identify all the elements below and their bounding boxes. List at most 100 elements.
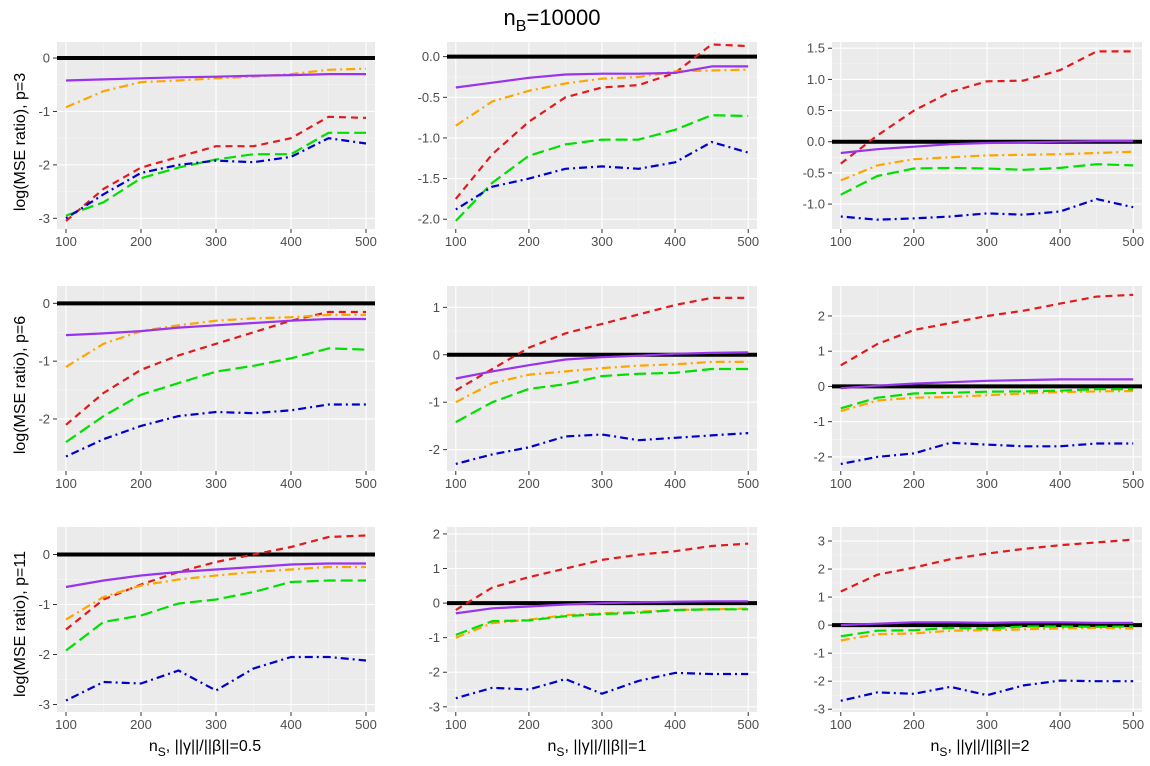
series-line-red	[840, 293, 1134, 367]
series-line-green	[65, 347, 367, 444]
y-tick-label: -1	[428, 395, 440, 410]
y-tick-label: -2	[813, 674, 825, 689]
series-line-green	[840, 163, 1134, 196]
series-line-orange	[65, 565, 366, 621]
series-line-orange	[65, 67, 367, 109]
x-tick-label: 500	[355, 717, 377, 732]
x-tick-label: 300	[205, 476, 227, 491]
x-tick-label: 200	[903, 234, 925, 249]
x-tick-label: 100	[445, 717, 467, 732]
series-line-green	[455, 367, 749, 424]
y-tick-label: -1	[38, 104, 50, 119]
series-line-blue	[455, 671, 749, 700]
row-label-p3: log(MSE ratio), p=3	[12, 73, 29, 211]
y-tick-label: 1	[818, 344, 825, 359]
x-tick-label: 400	[1049, 234, 1071, 249]
y-tick-label: -3	[428, 699, 440, 714]
panel-r1-c0: 100 200 300 400 500 0 -1 -2	[38, 286, 377, 491]
x-tick-label: 300	[205, 717, 227, 732]
series-line-red	[455, 542, 749, 611]
y-tick-label: 0	[433, 347, 440, 362]
y-tick-label: -1	[813, 646, 825, 661]
x-tick-label: 200	[518, 234, 540, 249]
y-tick-label: -1	[813, 414, 825, 429]
y-tick-label: -2	[428, 665, 440, 680]
series-line-purple	[455, 65, 749, 89]
series-line-purple	[840, 621, 1134, 627]
panel-r2-c2: 100 200 300 400 500 3 2 1 0 -1 -2 -3	[813, 527, 1144, 732]
series-line-orange	[840, 150, 1134, 182]
figure-title: nB=10000	[504, 5, 601, 35]
x-tick-label: 100	[55, 717, 77, 732]
panel-r0-c1: 100 200 300 400 500 0.0 -0.5 -1.0 -1.5 -2.0	[418, 42, 759, 249]
series-line-blue	[455, 432, 749, 465]
y-tick-label: 1	[433, 300, 440, 315]
x-tick-label: 100	[55, 476, 77, 491]
x-tick-label: 200	[130, 234, 152, 249]
y-tick-label: -3	[813, 702, 825, 717]
x-tick-label: 300	[976, 234, 998, 249]
series-line-green	[840, 625, 1134, 638]
series-line-green	[65, 579, 366, 652]
x-tick-label: 500	[355, 476, 377, 491]
y-tick-label: -2	[428, 442, 440, 457]
x-tick-label: 400	[280, 234, 302, 249]
title-sub: B	[516, 18, 527, 35]
series-line-blue	[65, 655, 367, 702]
y-tick-label: -1.5	[418, 171, 440, 186]
x-tick-label: 400	[1049, 476, 1071, 491]
y-tick-label: 0	[433, 596, 440, 611]
y-tick-label: -3	[38, 211, 50, 226]
y-tick-label: 3	[818, 534, 825, 549]
panel-r1-c2: 100 200 300 400 500 2 1 0 -1 -2	[813, 286, 1144, 491]
series-line-green	[65, 131, 366, 217]
x-tick-label: 400	[280, 717, 302, 732]
x-tick-label: 100	[830, 476, 852, 491]
x-tick-label: 400	[664, 234, 686, 249]
y-tick-label: -2	[813, 449, 825, 464]
x-tick-label: 500	[737, 717, 759, 732]
y-tick-label: -0.5	[803, 165, 825, 180]
y-tick-label: -1.0	[803, 197, 825, 212]
x-tick-label: 300	[591, 234, 613, 249]
x-tick-label: 300	[591, 717, 613, 732]
series-line-red	[65, 310, 366, 426]
x-tick-label: 500	[737, 234, 759, 249]
panel-r1-c1: 100 200 300 400 500 1 0 -1 -2	[428, 286, 759, 491]
y-tick-label: 1.5	[807, 41, 825, 56]
series-line-orange	[840, 626, 1134, 642]
y-tick-label: -1	[38, 354, 50, 369]
series-line-green	[455, 114, 749, 222]
title-main: n	[504, 5, 516, 30]
y-tick-label: -2	[38, 157, 50, 172]
x-tick-label: 300	[976, 476, 998, 491]
row-label-p6: log(MSE ratio), p=6	[12, 316, 29, 454]
series-line-red	[65, 534, 367, 631]
y-tick-label: 0	[818, 618, 825, 633]
y-tick-label: 1	[433, 561, 440, 576]
x-tick-label: 100	[830, 717, 852, 732]
series-line-purple	[840, 140, 1134, 155]
series-line-blue	[65, 137, 367, 220]
y-tick-label: 1	[818, 590, 825, 605]
series-line-red	[454, 43, 749, 200]
x-tick-label: 200	[903, 476, 925, 491]
series-line-orange	[455, 68, 749, 127]
series-line-purple	[455, 600, 749, 615]
series-line-orange	[455, 360, 749, 404]
y-tick-label: -2	[38, 411, 50, 426]
series-line-orange	[840, 389, 1134, 413]
y-tick-label: 0.5	[807, 103, 825, 118]
x-tick-label: 500	[1122, 476, 1144, 491]
series-line-red	[65, 115, 367, 222]
title-rest: =10000	[526, 5, 600, 30]
series-line-blue	[65, 403, 366, 458]
x-tick-label: 400	[664, 476, 686, 491]
col-label-2: nS, ||γ||/||β||=2	[931, 738, 1030, 759]
x-tick-label: 400	[1049, 717, 1071, 732]
series-line-purple	[840, 378, 1134, 390]
x-tick-label: 500	[1122, 234, 1144, 249]
x-tick-label: 200	[130, 717, 152, 732]
x-tick-label: 100	[830, 234, 852, 249]
x-tick-label: 300	[591, 476, 613, 491]
